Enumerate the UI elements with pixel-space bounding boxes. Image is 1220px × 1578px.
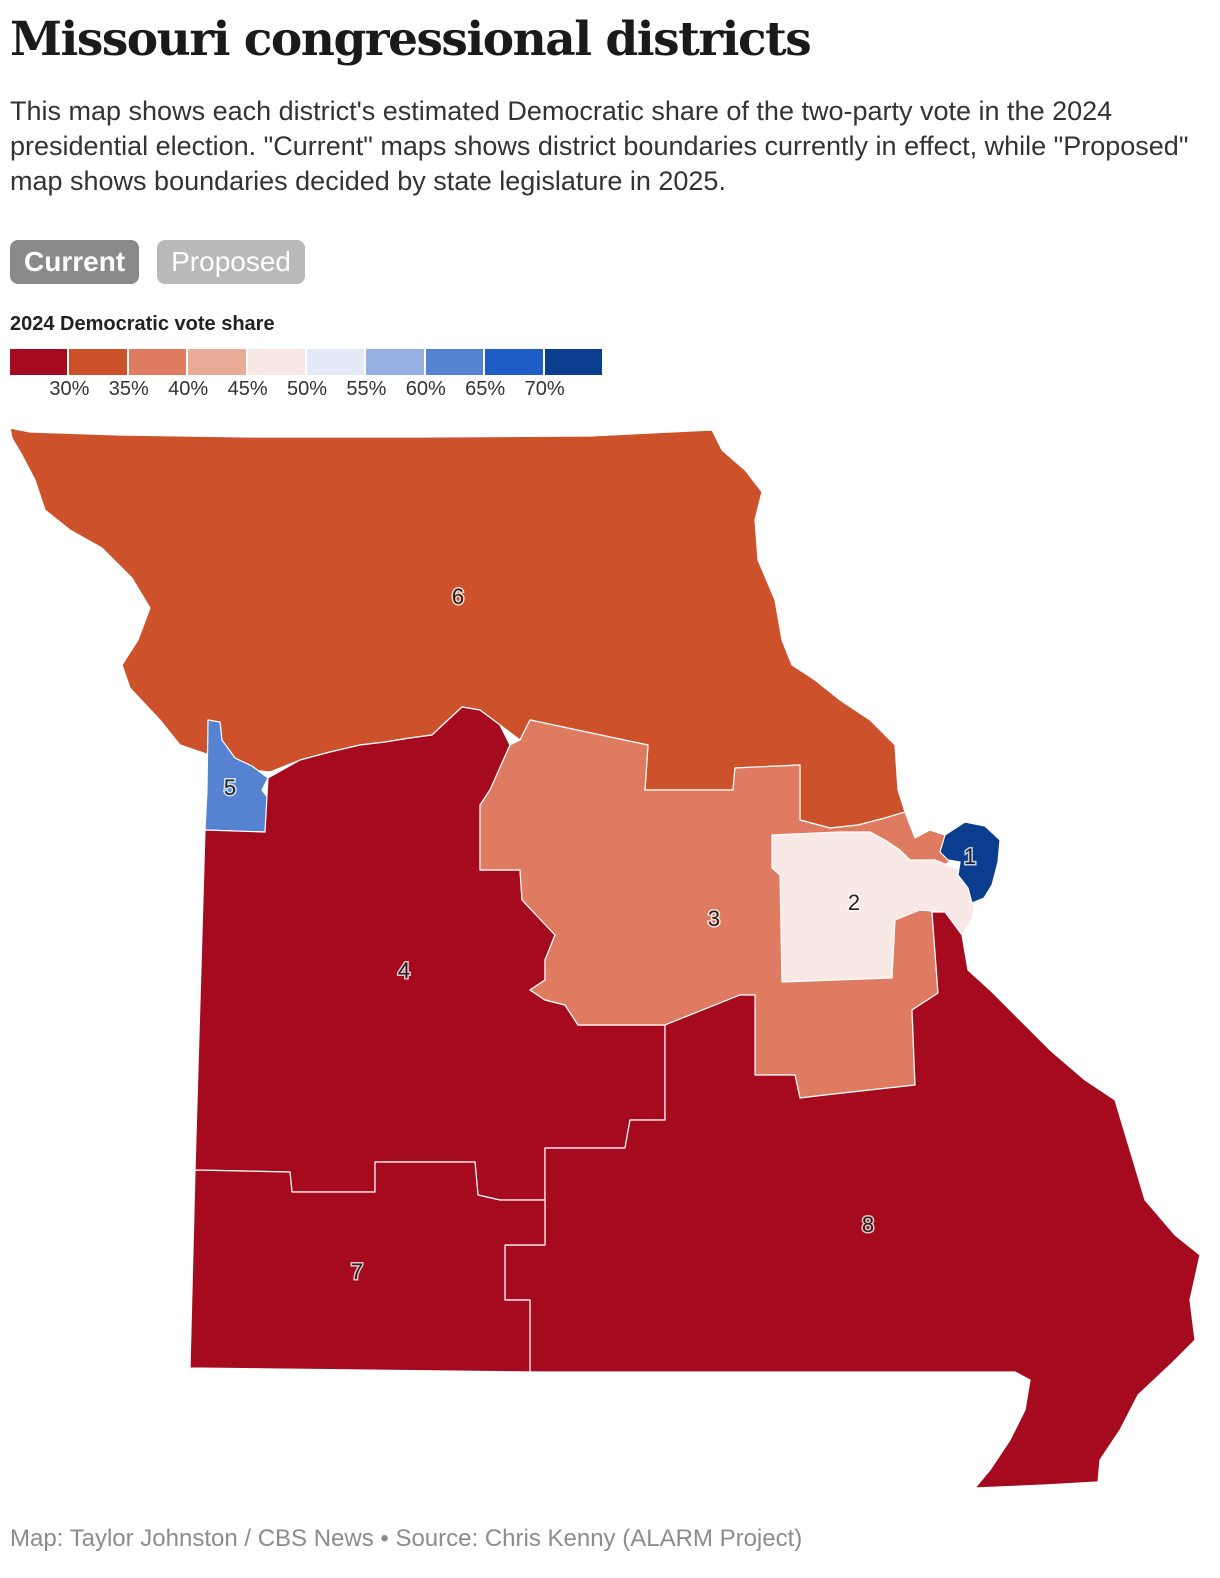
legend-tick-label: 40%	[168, 378, 209, 400]
source-credit: Map: Taylor Johnston / CBS News • Source…	[10, 1525, 803, 1552]
legend-swatch-10	[544, 349, 602, 375]
district-label-8: 8	[862, 1212, 874, 1237]
legend-tick-label: 70%	[524, 378, 565, 400]
proposed-map-button[interactable]: Proposed	[157, 240, 305, 284]
legend-tick-label: 55%	[346, 378, 387, 400]
district-label-2: 2	[848, 890, 860, 915]
district-label-3: 3	[708, 906, 720, 931]
map-description: This map shows each district's estimated…	[10, 96, 1189, 196]
district-label-6: 6	[452, 584, 464, 609]
map-version-toggle: Current Proposed	[10, 240, 305, 284]
district-1[interactable]	[939, 821, 1001, 904]
legend-swatch-5	[247, 349, 305, 375]
legend-tick-label: 65%	[465, 378, 506, 400]
district-2[interactable]	[771, 831, 981, 983]
legend-tick-label: 35%	[108, 378, 149, 400]
legend-swatch-7	[366, 349, 424, 375]
legend-tick-label: 60%	[405, 378, 446, 400]
legend-tick-labels: 30% 35% 40% 45% 50% 55% 60% 65% 70%	[10, 378, 610, 408]
legend-tick-label: 50%	[286, 378, 328, 400]
legend-tick-label: 30%	[49, 378, 90, 400]
district-label-1: 1	[964, 844, 976, 869]
legend-color-scale	[10, 349, 604, 375]
legend-tick-label: 45%	[227, 378, 268, 400]
district-label-4: 4	[398, 958, 410, 983]
legend-swatch-4	[188, 349, 246, 375]
legend-swatch-2	[69, 349, 127, 375]
legend-swatch-6	[306, 349, 365, 375]
missouri-district-map: 6 5 4 3 2 1 8 7	[9, 427, 1201, 1489]
district-label-7: 7	[351, 1259, 363, 1284]
district-7[interactable]	[189, 1161, 546, 1373]
district-5[interactable]	[204, 719, 269, 833]
page-title: Missouri congressional districts	[10, 12, 812, 67]
legend-swatch-1	[10, 349, 68, 375]
legend-swatch-3	[128, 349, 187, 375]
legend-swatch-8	[425, 349, 484, 375]
current-map-button[interactable]: Current	[10, 240, 140, 284]
legend-title: 2024 Democratic vote share	[10, 313, 275, 335]
district-label-5: 5	[224, 775, 236, 800]
legend-swatch-9	[485, 349, 543, 375]
